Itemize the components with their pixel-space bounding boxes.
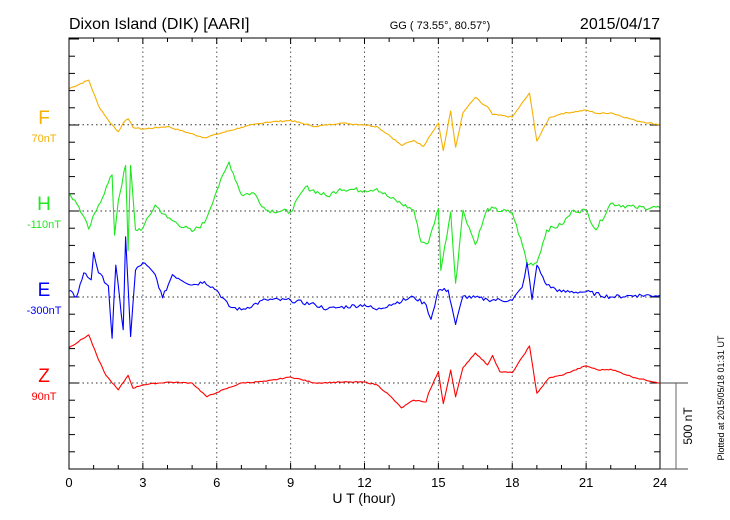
station-title: Dixon Island (DIK) [AARI] [69, 16, 250, 33]
series-baseline-h: -110nT [27, 219, 61, 231]
series-baseline-e: -300nT [27, 305, 62, 317]
x-axis-label: U T (hour) [332, 490, 395, 506]
x-tick-labels: 0 3 6 9 12 15 18 21 24 [65, 475, 667, 490]
plotted-timestamp: Plotted at 2015/05/18 01:31 UT [716, 335, 726, 461]
x-tick-label: 0 [65, 475, 72, 490]
x-tick-label: 6 [213, 475, 220, 490]
grid-lines [69, 38, 660, 469]
x-tick-label: 24 [653, 475, 667, 490]
date-label: 2015/04/17 [580, 16, 660, 33]
series-name-z: Z [38, 366, 50, 387]
scale-bar: 500 nT [660, 382, 695, 470]
series-line-h [68, 161, 661, 284]
x-tick-label: 9 [287, 475, 294, 490]
plot-frame [68, 37, 661, 470]
axis-ticks [68, 38, 661, 470]
series-baseline-z: 90nT [31, 391, 56, 403]
series-lines [68, 79, 661, 409]
series-name-e: E [38, 280, 51, 301]
geographic-coords: GG ( 73.55°, 80.57°) [390, 20, 491, 32]
series-line-e [68, 236, 661, 339]
x-tick-label: 15 [431, 475, 445, 490]
x-tick-label: 12 [357, 475, 371, 490]
series-line-z [68, 334, 660, 409]
series-name-h: H [37, 194, 51, 215]
series-baseline-f: 70nT [31, 133, 56, 145]
series-labels: F 70nT H -110nT E -300nT Z 90nT [27, 108, 62, 403]
series-name-f: F [38, 108, 50, 129]
x-tick-label: 3 [139, 475, 146, 490]
series-line-f [68, 79, 661, 152]
x-tick-label: 21 [579, 475, 593, 490]
x-tick-label: 18 [505, 475, 519, 490]
scale-bar-label: 500 nT [681, 407, 695, 445]
